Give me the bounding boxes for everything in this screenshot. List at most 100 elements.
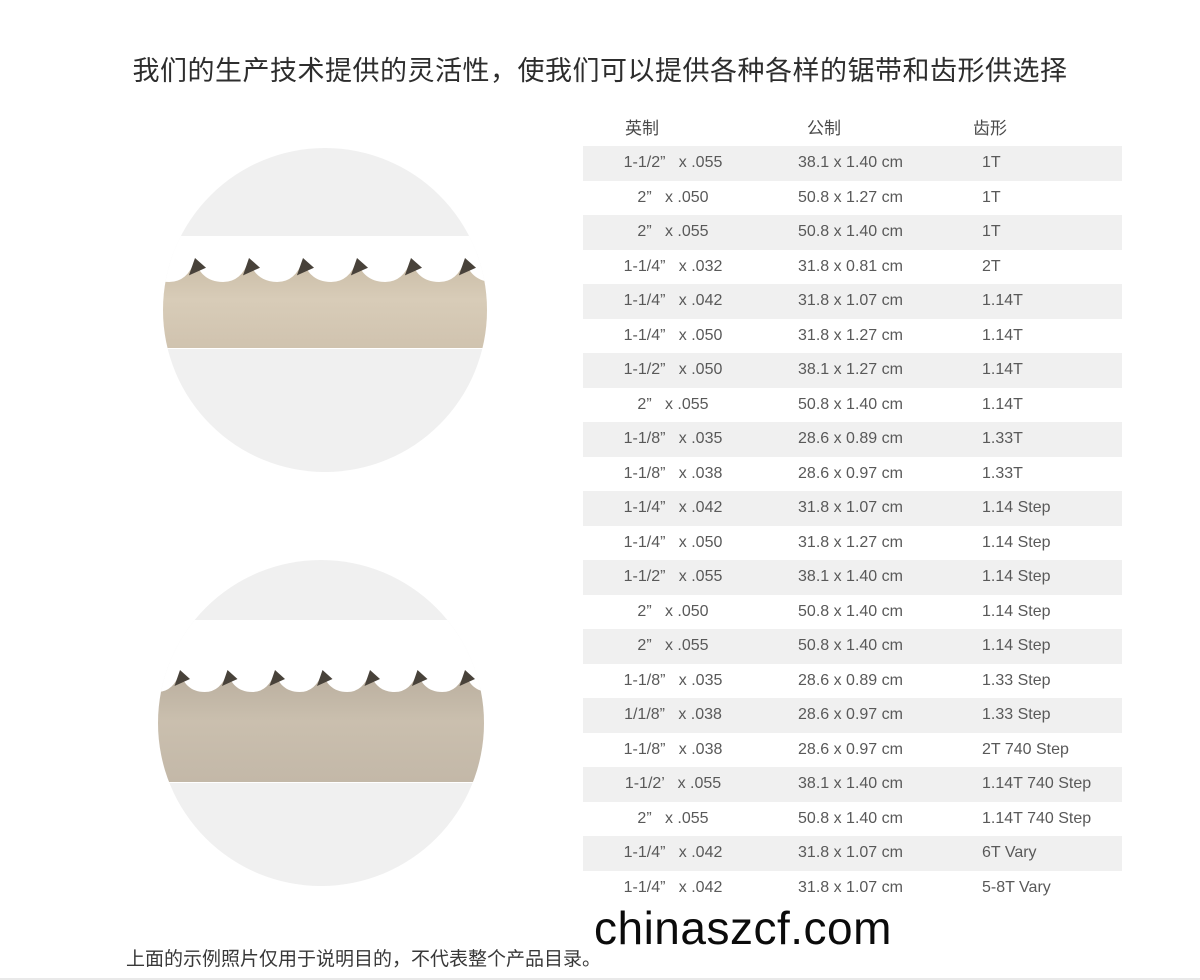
column-header-imperial: 英制: [625, 119, 659, 138]
cell-tooth: 5-8T Vary: [982, 878, 1051, 896]
cell-imperial: 1-1/8” x .038: [623, 464, 723, 482]
cell-tooth: 6T Vary: [982, 844, 1037, 862]
footer-note: 上面的示例照片仅用于说明目的，不代表整个产品目录。: [126, 949, 602, 970]
cell-metric: 50.8 x 1.40 cm: [798, 223, 903, 241]
table-row: 1-1/2” x .055 38.1 x 1.40 cm 1.14 Step: [583, 560, 1122, 595]
table-row: 2” x .050 50.8 x 1.27 cm 1T: [583, 181, 1122, 216]
cell-metric: 31.8 x 0.81 cm: [798, 257, 903, 275]
cell-imperial: 1/1/8” x .038: [624, 706, 722, 724]
cell-imperial: 1-1/2” x .055: [623, 568, 723, 586]
cell-imperial: 2” x .055: [637, 395, 709, 413]
blade-photo-strip-top: [163, 236, 487, 349]
cell-tooth: 1.14 Step: [982, 602, 1051, 620]
cell-imperial: 2” x .050: [637, 188, 709, 206]
cell-imperial: 1-1/4” x .032: [623, 257, 723, 275]
cell-tooth: 1.14T 740 Step: [982, 775, 1092, 793]
cell-imperial: 1-1/8” x .035: [623, 430, 723, 448]
cell-metric: 31.8 x 1.07 cm: [798, 499, 903, 517]
blade-photo-bottom: [158, 560, 484, 886]
cell-tooth: 1.14T: [982, 361, 1023, 379]
cell-metric: 28.6 x 0.97 cm: [798, 706, 903, 724]
table-row: 1/1/8” x .038 28.6 x 0.97 cm 1.33 Step: [583, 698, 1122, 733]
cell-tooth: 1.14T: [982, 395, 1023, 413]
table-row: 2” x .055 50.8 x 1.40 cm 1T: [583, 215, 1122, 250]
cell-metric: 38.1 x 1.40 cm: [798, 568, 903, 586]
cell-tooth: 1.33 Step: [982, 671, 1051, 689]
bottom-divider: [0, 978, 1200, 980]
cell-imperial: 1-1/4” x .042: [623, 844, 723, 862]
cell-imperial: 1-1/2” x .050: [623, 361, 723, 379]
cell-imperial: 1-1/4” x .042: [623, 292, 723, 310]
cell-tooth: 1.14 Step: [982, 637, 1051, 655]
cell-tooth: 1T: [982, 188, 1001, 206]
cell-imperial: 1-1/4” x .050: [623, 326, 723, 344]
cell-imperial: 1-1/4” x .042: [623, 878, 723, 896]
table-header-row: 英制 公制 齿形: [583, 108, 1122, 146]
cell-metric: 28.6 x 0.97 cm: [798, 464, 903, 482]
cell-imperial: 2” x .055: [637, 223, 709, 241]
table-row: 2” x .050 50.8 x 1.40 cm 1.14 Step: [583, 595, 1122, 630]
cell-imperial: 2” x .055: [637, 809, 709, 827]
cell-imperial: 1-1/2’ x .055: [624, 775, 722, 793]
table-row: 1-1/8” x .038 28.6 x 0.97 cm 2T 740 Step: [583, 733, 1122, 768]
blade-photo-strip-bottom: [158, 620, 484, 783]
column-header-metric: 公制: [807, 119, 841, 138]
cell-metric: 50.8 x 1.40 cm: [798, 809, 903, 827]
page-title: 我们的生产技术提供的灵活性，使我们可以提供各种各样的锯带和齿形供选择: [132, 56, 1068, 86]
cell-imperial: 1-1/8” x .038: [623, 740, 723, 758]
cell-metric: 38.1 x 1.40 cm: [798, 154, 903, 172]
table-row: 1-1/8” x .035 28.6 x 0.89 cm 1.33T: [583, 422, 1122, 457]
table-row: 1-1/8” x .035 28.6 x 0.89 cm 1.33 Step: [583, 664, 1122, 699]
cell-metric: 31.8 x 1.07 cm: [798, 878, 903, 896]
saw-band-fine-illustration: [158, 670, 484, 782]
table-row: 1-1/4” x .042 31.8 x 1.07 cm 5-8T Vary: [583, 871, 1122, 906]
cell-metric: 50.8 x 1.27 cm: [798, 188, 903, 206]
blade-photo-top: [163, 148, 487, 472]
cell-tooth: 1.14T 740 Step: [982, 809, 1092, 827]
cell-metric: 31.8 x 1.27 cm: [798, 326, 903, 344]
cell-imperial: 2” x .050: [637, 602, 709, 620]
table-row: 2” x .055 50.8 x 1.40 cm 1.14T: [583, 388, 1122, 423]
table-body: 1-1/2” x .055 38.1 x 1.40 cm 1T 2” x .050 50…: [583, 146, 1122, 905]
cell-metric: 28.6 x 0.89 cm: [798, 430, 903, 448]
table-row: 1-1/4” x .042 31.8 x 1.07 cm 1.14 Step: [583, 491, 1122, 526]
cell-tooth: 1.14 Step: [982, 499, 1051, 517]
cell-metric: 38.1 x 1.40 cm: [798, 775, 903, 793]
cell-imperial: 2” x .055: [637, 637, 709, 655]
cell-metric: 31.8 x 1.07 cm: [798, 292, 903, 310]
cell-tooth: 1.33T: [982, 430, 1023, 448]
cell-metric: 38.1 x 1.27 cm: [798, 361, 903, 379]
table-row: 1-1/4” x .032 31.8 x 0.81 cm 2T: [583, 250, 1122, 285]
cell-tooth: 2T: [982, 257, 1001, 275]
table-row: 2” x .055 50.8 x 1.40 cm 1.14T 740 Step: [583, 802, 1122, 837]
table-row: 1-1/2” x .055 38.1 x 1.40 cm 1T: [583, 146, 1122, 181]
table-row: 1-1/4” x .050 31.8 x 1.27 cm 1.14T: [583, 319, 1122, 354]
cell-tooth: 1.33 Step: [982, 706, 1051, 724]
cell-metric: 50.8 x 1.40 cm: [798, 395, 903, 413]
cell-tooth: 1T: [982, 223, 1001, 241]
column-header-tooth: 齿形: [973, 119, 1007, 138]
cell-metric: 31.8 x 1.27 cm: [798, 533, 903, 551]
table-row: 1-1/4” x .042 31.8 x 1.07 cm 1.14T: [583, 284, 1122, 319]
cell-imperial: 1-1/4” x .042: [623, 499, 723, 517]
table-row: 1-1/8” x .038 28.6 x 0.97 cm 1.33T: [583, 457, 1122, 492]
cell-tooth: 1.14T: [982, 326, 1023, 344]
table-row: 1-1/2” x .050 38.1 x 1.27 cm 1.14T: [583, 353, 1122, 388]
cell-tooth: 2T 740 Step: [982, 740, 1069, 758]
saw-band-coarse-illustration: [163, 258, 487, 348]
table-row: 1-1/2’ x .055 38.1 x 1.40 cm 1.14T 740 Ste…: [583, 767, 1122, 802]
table-row: 1-1/4” x .050 31.8 x 1.27 cm 1.14 Step: [583, 526, 1122, 561]
cell-imperial: 1-1/8” x .035: [623, 671, 723, 689]
watermark: chinaszcf.com: [594, 902, 892, 954]
cell-metric: 50.8 x 1.40 cm: [798, 637, 903, 655]
cell-metric: 28.6 x 0.89 cm: [798, 671, 903, 689]
cell-tooth: 1.14T: [982, 292, 1023, 310]
cell-metric: 50.8 x 1.40 cm: [798, 602, 903, 620]
table-row: 1-1/4” x .042 31.8 x 1.07 cm 6T Vary: [583, 836, 1122, 871]
cell-imperial: 1-1/4” x .050: [623, 533, 723, 551]
cell-tooth: 1T: [982, 154, 1001, 172]
cell-tooth: 1.33T: [982, 464, 1023, 482]
cell-tooth: 1.14 Step: [982, 533, 1051, 551]
spec-table: 英制 公制 齿形 1-1/2” x .055 38.1 x 1.40 cm 1T 2”…: [583, 108, 1122, 905]
